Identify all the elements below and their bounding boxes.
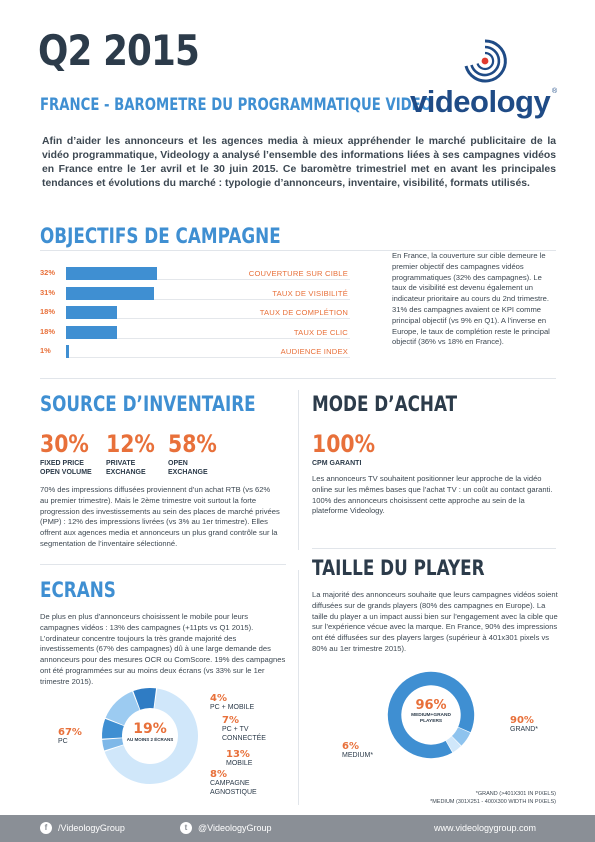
- bar-category-label: TAUX DE VISIBILITÉ: [272, 288, 348, 298]
- footer: f /VideologyGroup t @VideologyGroup www.…: [0, 815, 595, 842]
- stat-label: OPEN EXCHANGE: [168, 460, 208, 476]
- note-grand: *GRAND (>401X301 IN PIXELS): [475, 791, 556, 797]
- donut-slice: [102, 738, 124, 751]
- donut-slice: [451, 727, 471, 746]
- ecrans-text: De plus en plus d’annonceurs choisissent…: [40, 612, 286, 686]
- bar-value-label: 32%: [40, 268, 56, 277]
- facebook-link[interactable]: /VideologyGroup: [58, 823, 125, 833]
- intro-paragraph: Afin d’aider les annonceurs et les agenc…: [42, 136, 556, 189]
- bar-row: 18% TAUX DE COMPLÉTION: [40, 305, 350, 319]
- page-title: Q2 2015: [38, 26, 200, 75]
- donut-slice: [446, 736, 461, 753]
- stat-value: 12%: [106, 430, 155, 458]
- bar-track: AUDIENCE INDEX: [66, 345, 350, 358]
- ecrans-title: ECRANS: [40, 578, 116, 602]
- ecrans-donut-chart: [102, 688, 198, 784]
- column-divider: [298, 390, 299, 550]
- bar-category-label: TAUX DE CLIC: [293, 327, 348, 337]
- bar: [66, 286, 155, 300]
- source-text: 70% des impressions diffusées proviennen…: [40, 485, 280, 548]
- divider: [312, 548, 556, 549]
- legend-pc-tv: 7% PC + TV CONNECTÉE: [222, 715, 266, 742]
- legend-grand: 90% GRAND*: [510, 715, 539, 734]
- player-donut-center: 96% MEDIUM+GRAND PLAYERS: [404, 699, 458, 724]
- donut-center-label: AU MOINS 2 ÉCRANS: [126, 737, 174, 742]
- donut-center-value: 96%: [415, 698, 447, 713]
- bar-value-label: 31%: [40, 287, 56, 297]
- stat-open-exchange: 58% OPEN EXCHANGE: [168, 432, 225, 477]
- stat-value: 30%: [40, 430, 89, 458]
- player-notes: *GRAND (>401X301 IN PIXELS) *MEDIUM (301…: [360, 790, 556, 806]
- bar-track: TAUX DE CLIC: [66, 325, 350, 339]
- donut-center-label: MEDIUM+GRAND PLAYERS: [411, 713, 451, 724]
- bar-track: COUVERTURE SUR CIBLE: [66, 267, 350, 280]
- legend-agnostique: 8% CAMPAGNE AGNOSTIQUE: [210, 769, 257, 796]
- stat-label: PRIVATE EXCHANGE: [106, 460, 146, 476]
- donut-center-value: 19%: [133, 721, 167, 737]
- stat-cpm-garanti: 100% CPM GARANTI: [312, 432, 386, 469]
- legend-pc: 67% PC: [58, 727, 82, 746]
- donut-slice: [104, 688, 198, 784]
- player-title: TAILLE DU PLAYER: [312, 556, 485, 580]
- bar-category-label: TAUX DE COMPLÉTION: [259, 308, 348, 317]
- stat-value: 58%: [168, 430, 217, 458]
- mode-title: MODE D’ACHAT: [312, 392, 458, 416]
- legend-pc-mobile: 4% PC + MOBILE: [210, 693, 255, 712]
- donut-slice: [133, 688, 157, 710]
- note-medium: *MEDIUM (301X251 - 400X300 WIDTH IN PIXE…: [430, 799, 556, 805]
- ecrans-donut-center: 19% AU MOINS 2 ÉCRANS: [124, 722, 176, 742]
- page-subtitle: FRANCE - BAROMETRE DU PROGRAMMATIQUE VID…: [40, 95, 432, 115]
- registered-mark: ®: [552, 88, 558, 95]
- bar-row: 31% TAUX DE VISIBILITÉ: [40, 286, 350, 300]
- bar-category-label: AUDIENCE INDEX: [280, 347, 348, 356]
- logo-wordmark: videology: [410, 84, 551, 119]
- bar: [66, 345, 69, 358]
- bar-track: TAUX DE VISIBILITÉ: [66, 286, 350, 300]
- bar-value-label: 18%: [40, 326, 56, 336]
- stat-value: 100%: [312, 430, 376, 458]
- divider: [40, 378, 556, 379]
- legend-medium: 6% MEDIUM*: [342, 741, 374, 760]
- videology-logo-icon: [464, 39, 507, 83]
- donut-slice: [102, 718, 124, 739]
- bar: [66, 267, 157, 280]
- source-title: SOURCE D’INVENTAIRE: [40, 392, 256, 416]
- facebook-icon[interactable]: f: [40, 822, 52, 834]
- donut-slice: [105, 691, 140, 726]
- bar-row: 18% TAUX DE CLIC: [40, 325, 350, 339]
- donut-slice: [387, 671, 475, 759]
- twitter-link[interactable]: @VideologyGroup: [198, 823, 272, 833]
- bar: [66, 306, 118, 319]
- bar: [66, 325, 118, 339]
- twitter-icon[interactable]: t: [180, 822, 192, 834]
- legend-mobile: 13% MOBILE: [226, 749, 253, 768]
- objectifs-title: OBJECTIFS DE CAMPAGNE: [40, 224, 281, 248]
- website-link[interactable]: www.videologygroup.com: [434, 823, 537, 833]
- player-donut-chart: [387, 671, 475, 759]
- bar-value-label: 18%: [40, 307, 56, 316]
- bar-category-label: COUVERTURE SUR CIBLE: [248, 269, 348, 278]
- bar-track: TAUX DE COMPLÉTION: [66, 306, 350, 319]
- divider: [40, 564, 286, 565]
- bar-value-label: 1%: [40, 346, 51, 355]
- player-text: La majorité des annonceurs souhaite que …: [312, 590, 558, 653]
- stat-fixed-price: 30% FIXED PRICE OPEN VOLUME: [40, 432, 97, 477]
- stat-private-exchange: 12% PRIVATE EXCHANGE: [106, 432, 163, 477]
- column-divider: [298, 570, 299, 805]
- stat-label: FIXED PRICE OPEN VOLUME: [40, 460, 92, 476]
- mode-text: Les annonceurs TV souhaitent positionner…: [312, 474, 553, 516]
- bar-row: 32% COUVERTURE SUR CIBLE: [40, 266, 350, 280]
- stat-label: CPM GARANTI: [312, 460, 362, 467]
- objectifs-text: En France, la couverture sur cible demeu…: [392, 251, 550, 347]
- bar-row: 1% AUDIENCE INDEX: [40, 344, 350, 358]
- divider: [40, 250, 556, 251]
